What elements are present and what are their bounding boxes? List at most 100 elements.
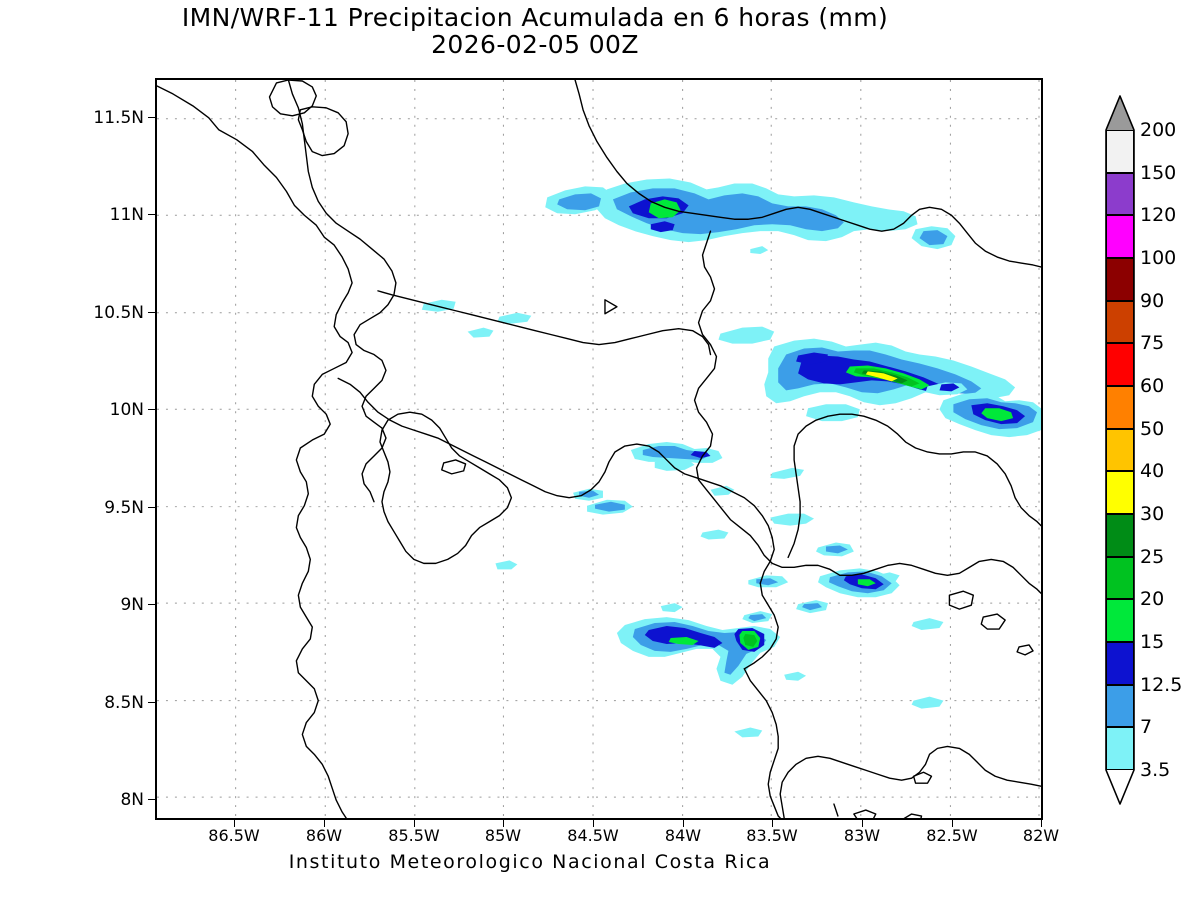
x-tick [503, 820, 504, 827]
precip-poly-7-i7 [825, 545, 848, 554]
precip-poly-30-central [865, 371, 898, 382]
colorbar-segment [1106, 556, 1134, 600]
island-marker-caribbean [604, 299, 618, 315]
precip-poly-7-i13 [748, 614, 767, 622]
colorbar-segment [1106, 514, 1134, 557]
precip-poly-3p5-misc4 [660, 603, 683, 613]
precip-poly-3p5-i14 [710, 485, 735, 496]
coast-nicaragua-pacific [157, 85, 353, 818]
x-axis-label: 86W [305, 826, 343, 845]
lake-nicaragua-north [268, 80, 317, 117]
x-tick [862, 820, 863, 827]
precip-poly-7-i5 [579, 490, 599, 498]
colorbar-overflow-arrow [1106, 96, 1134, 130]
colorbar-tick-label: 30 [1140, 503, 1165, 525]
precip-poly-3p5-i16 [911, 618, 944, 631]
colorbar-tick-label: 100 [1140, 247, 1177, 269]
peninsula-nicoya [379, 411, 513, 565]
colorbar-tick-label: 200 [1140, 119, 1177, 141]
precip-poly-7-i12 [802, 603, 822, 611]
colorbar[interactable] [1106, 130, 1134, 770]
map-canvas [157, 80, 1041, 818]
island-panama-1 [948, 590, 975, 610]
precip-poly-12p5-central-b [796, 352, 828, 365]
y-axis-label: 8N [120, 790, 144, 810]
colorbar-segment [1106, 386, 1134, 429]
colorbar-tick-label: 150 [1140, 161, 1177, 184]
coast-panama-pacific [743, 668, 781, 818]
colorbar-segment [1106, 300, 1134, 344]
y-axis-label: 10.5N [93, 303, 144, 323]
precip-poly-7-b [557, 193, 601, 211]
x-axis-label: 84.5W [567, 826, 619, 845]
x-axis-label: 85W [484, 826, 522, 845]
island-panama-6 [912, 771, 933, 784]
x-tick [593, 820, 594, 827]
precip-poly-12p5-s1 [644, 626, 723, 648]
colorbar-segment [1106, 172, 1134, 216]
colorbar-segment [1106, 130, 1134, 173]
precip-poly-7-c [919, 230, 948, 246]
precip-poly-3p5-i2 [654, 458, 695, 471]
colorbar-tick-label: 50 [1140, 417, 1165, 440]
colorbar-tick-label: 75 [1140, 332, 1165, 355]
coast-osa-golfo-dulce [779, 745, 1041, 818]
y-tick [148, 312, 155, 313]
y-tick [148, 117, 155, 118]
precip-poly-3p5-i15 [495, 560, 518, 570]
y-tick [148, 507, 155, 508]
x-tick [952, 820, 953, 827]
x-axis-label: 84W [664, 826, 702, 845]
island-panama-2 [980, 613, 1006, 630]
precip-poly-3p5-i9 [700, 529, 729, 540]
coast-costa-rica-pacific [337, 377, 779, 670]
precip-poly-7-i6 [595, 501, 625, 512]
x-tick [683, 820, 684, 827]
precip-poly-15-se [981, 408, 1014, 422]
map-gridlines [157, 80, 1041, 818]
coast-panama-north [787, 413, 1041, 559]
precip-poly-7-i1 [642, 446, 709, 460]
precip-poly-15-s1 [668, 636, 699, 645]
y-axis-label: 9.5N [104, 498, 144, 518]
precip-poly-3p5-i3 [770, 513, 815, 526]
colorbar-segment [1106, 727, 1134, 770]
y-tick [148, 799, 155, 800]
colorbar-tick-label: 120 [1140, 204, 1177, 227]
border-nicaragua-interior [287, 80, 397, 503]
colorbar-tick-label: 40 [1140, 460, 1165, 483]
precip-poly-3p5-nw3 [467, 327, 494, 338]
x-tick [234, 820, 235, 827]
y-tick [148, 409, 155, 410]
colorbar-underflow-arrow [1106, 770, 1134, 804]
colorbar-segment [1106, 599, 1134, 642]
colorbar-segment [1106, 642, 1134, 685]
precip-poly-3p5-central-c [718, 326, 775, 344]
precip-poly-3p5-misc5 [784, 671, 807, 681]
colorbar-tick-label: 12.5 [1140, 673, 1183, 696]
footer-credit: Instituto Meteorologico Nacional Costa R… [288, 851, 772, 873]
island-panama-5 [853, 809, 877, 818]
x-tick [772, 820, 773, 827]
colorbar-segment [1106, 215, 1134, 258]
y-tick [148, 702, 155, 703]
island-gulf-nicoya [441, 459, 467, 475]
x-tick [1041, 820, 1042, 827]
chart-subtitle: 2026-02-05 00Z [431, 30, 639, 59]
precip-poly-15-b1 [857, 579, 876, 587]
page-title: IMN/WRF-11 Precipitacion Acumulada en 6 … [181, 3, 889, 32]
map-plot-area[interactable] [155, 78, 1043, 820]
colorbar-segment [1106, 428, 1134, 472]
x-axis-label: 83W [843, 826, 881, 845]
precip-poly-12p5-se-b [939, 383, 960, 392]
x-tick [414, 820, 415, 827]
precip-poly-3p5-central-b [806, 404, 860, 422]
colorbar-segment [1106, 343, 1134, 386]
y-tick [148, 214, 155, 215]
colorbar-tick-label: 20 [1140, 588, 1165, 611]
coast-costa-rica-caribbean [693, 230, 841, 577]
island-panama-7 [833, 803, 839, 817]
colorbar-tick-label: 60 [1140, 375, 1165, 397]
colorbar-segment [1106, 471, 1134, 514]
